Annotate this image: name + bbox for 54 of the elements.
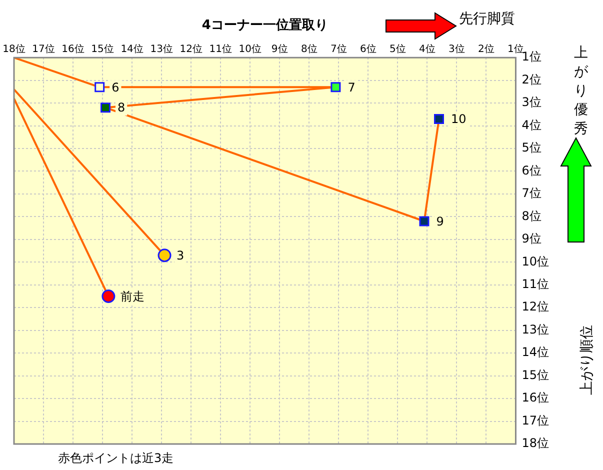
y-tick-label: 16位 [522, 390, 550, 405]
point [100, 102, 110, 113]
x-tick-label: 11位 [209, 43, 232, 56]
y-tick-label: 7位 [522, 186, 542, 200]
x-tick-label: 18位 [2, 43, 26, 56]
text: 赤色ポイントは近3走 [58, 450, 174, 467]
y-axis-title: 上がり順位 [578, 325, 596, 395]
x-tick-label: 6位 [360, 43, 376, 56]
point [94, 82, 105, 92]
y-tick-label: 10位 [522, 254, 550, 268]
y-tick-label: 6位 [522, 163, 542, 178]
x-tick-label: 3位 [448, 43, 465, 56]
y-tick-label: 4位 [522, 118, 542, 132]
annotation: 10 [450, 112, 466, 126]
point [102, 290, 116, 304]
x-tick-label: 12位 [180, 43, 202, 56]
annotation: 前走 [120, 289, 144, 304]
x-tick-label: 15位 [91, 43, 114, 56]
y-tick-label: 9位 [522, 232, 542, 246]
x-tick-label: 9位 [271, 43, 288, 56]
y-tick-label: 11位 [522, 277, 550, 292]
point [330, 82, 341, 92]
text: 上がり優秀 [573, 44, 589, 139]
x-tick-label: 8位 [300, 43, 318, 56]
x-tick-label: 10位 [238, 43, 262, 56]
annotation: 8 [117, 100, 126, 115]
y-tick-label: 17位 [522, 413, 550, 428]
x-tick-label: 13位 [150, 43, 173, 56]
x-tick-label: 1位 [508, 43, 524, 56]
y-tick-label: 5位 [522, 140, 542, 155]
annotation: 6 [112, 80, 120, 94]
y-tick-label: 2位 [522, 72, 542, 86]
x-tick-label: 17位 [32, 43, 55, 56]
point [419, 216, 430, 226]
x-tick-label: 7位 [330, 43, 347, 56]
y-tick-label: 14位 [522, 345, 550, 360]
x-tick-label: 5位 [389, 43, 406, 56]
x-tick-label: 4位 [419, 43, 436, 56]
annotation: 9 [436, 214, 444, 228]
x-axis-title: 4コーナー一位置取り [202, 18, 328, 34]
y-tick-label: 8位 [522, 208, 542, 223]
y-tick-label: 18位 [522, 436, 550, 450]
y-tick-label: 3位 [522, 95, 542, 110]
text: 先行脚質 [459, 10, 515, 28]
x-tick-label: 2位 [478, 43, 494, 56]
annotation: 7 [348, 80, 356, 94]
point [158, 248, 172, 262]
x-tick-label: 16位 [62, 43, 84, 56]
y-tick-label: 13位 [522, 322, 550, 336]
x-tick-label: 14位 [120, 43, 144, 56]
annotation: 3 [176, 248, 184, 262]
point [434, 114, 444, 124]
y-tick-label: 12位 [522, 300, 550, 314]
y-tick-label: 15位 [522, 368, 550, 382]
